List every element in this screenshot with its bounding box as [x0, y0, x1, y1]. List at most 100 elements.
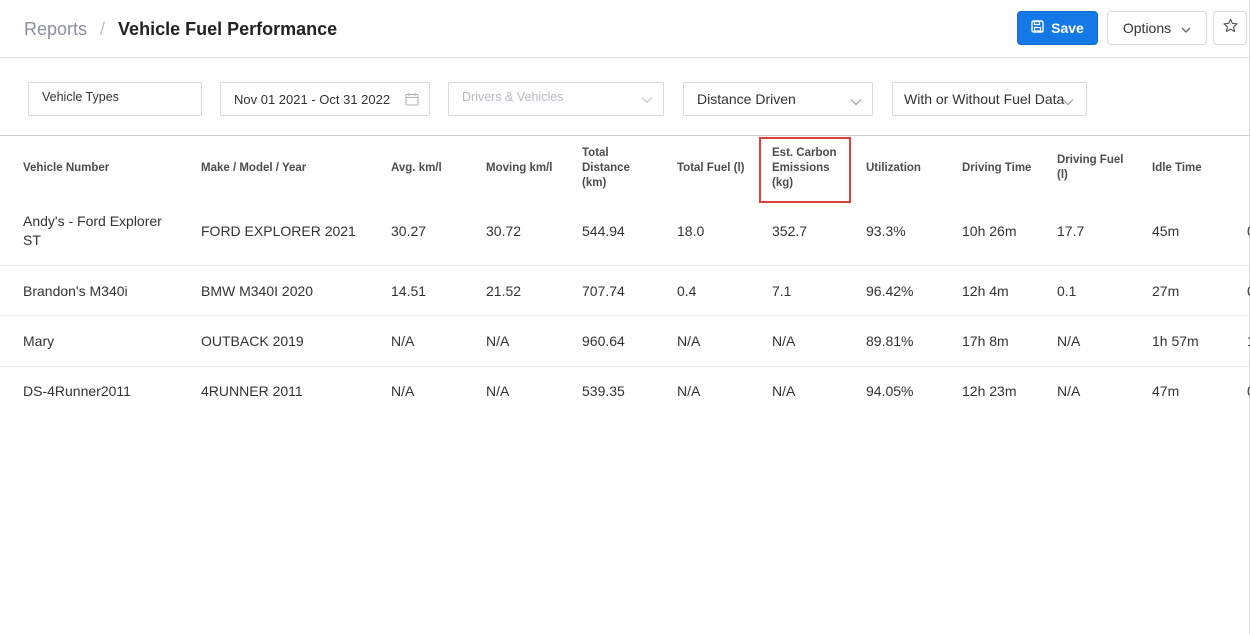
cell-extra: 1 [1247, 332, 1250, 351]
cell-utilization: 89.81% [866, 332, 914, 349]
cell-total-fuel: 0.4 [677, 282, 697, 299]
cell-make-model-year: FORD EXPLORER 2021 [201, 222, 356, 239]
row-divider [0, 315, 1250, 316]
options-button[interactable]: Options [1107, 11, 1207, 45]
cell-utilization: 93.3% [866, 222, 906, 239]
cell-total-distance: 539.35 [582, 382, 625, 399]
cell-avg-km-l: N/A [391, 382, 415, 399]
cell-total-fuel: N/A [677, 382, 701, 399]
cell-make-model-year: 4RUNNER 2011 [201, 382, 303, 399]
cell-avg-km-l: 14.51 [391, 282, 427, 299]
cell-total-distance: 707.74 [582, 282, 625, 299]
cell-line: DS-4Runner2011 [23, 382, 131, 399]
cell-moving-km-l: N/A [486, 332, 510, 349]
cell-extra: 0 [1247, 222, 1250, 241]
cell-est-carbon-emissions: N/A [772, 382, 796, 399]
cell-driving-fuel: 17.7 [1057, 222, 1085, 239]
column-header-vehicle-number[interactable]: Vehicle Number [23, 161, 109, 176]
cell-avg-km-l: 30.27 [391, 222, 427, 239]
cell-idle-time: 1h 57m [1152, 332, 1199, 349]
column-header-line: Moving km/l [486, 161, 553, 174]
cell-extra: 0 [1247, 382, 1250, 401]
cell-driving-time: 12h 23m [962, 382, 1017, 399]
row-divider [0, 265, 1250, 266]
cell-total-distance: 960.64 [582, 332, 625, 349]
chevron-down-icon [641, 93, 653, 107]
column-header-line: Make / Model / Year [201, 161, 307, 174]
column-header-est-carbon-emissions[interactable]: Est. Carbon Emissions (kg) [772, 146, 837, 191]
column-header-driving-fuel[interactable]: Driving Fuel (l) [1057, 153, 1123, 183]
cell-idle-time: 45m [1152, 222, 1180, 239]
column-header-line: Driving Fuel [1057, 154, 1124, 166]
cell-total-distance: 544.94 [582, 222, 625, 239]
filter-divider [0, 135, 1250, 136]
cell-moving-km-l: N/A [486, 382, 510, 399]
cell-vehicle-number: Brandon's M340i [23, 282, 128, 301]
cell-make-model-year: OUTBACK 2019 [201, 332, 304, 349]
cell-idle-time: 47m [1152, 382, 1180, 399]
drivers-vehicles-select[interactable]: Drivers & Vehicles [448, 82, 664, 116]
cell-line: ST [23, 232, 41, 248]
cell-driving-fuel: N/A [1057, 382, 1081, 399]
breadcrumb-reports-link[interactable]: Reports [24, 19, 88, 39]
column-header-line: (km) [582, 176, 607, 189]
column-header-line: Distance [582, 161, 630, 174]
cell-line: Andy's - Ford Explorer [23, 213, 162, 229]
cell-moving-km-l: 30.72 [486, 222, 522, 239]
cell-make-model-year: BMW M340I 2020 [201, 282, 314, 299]
vehicle-types-filter[interactable]: Vehicle Types [28, 82, 202, 116]
cell-driving-time: 10h 26m [962, 222, 1017, 239]
cell-vehicle-number: DS-4Runner2011 [23, 382, 131, 401]
save-button[interactable]: Save [1017, 11, 1098, 45]
column-header-total-fuel[interactable]: Total Fuel (l) [677, 161, 745, 176]
column-header-make-model-year[interactable]: Make / Model / Year [201, 161, 306, 176]
chevron-down-icon [1181, 20, 1191, 36]
fuel-data-select[interactable]: With or Without Fuel Data [892, 82, 1087, 116]
column-header-line: Idle Time [1152, 161, 1202, 174]
distance-select-value: Distance Driven [697, 91, 796, 107]
cell-driving-time: 12h 4m [962, 282, 1009, 299]
row-divider [0, 366, 1250, 367]
breadcrumb-separator: / [100, 19, 106, 39]
column-header-line: (l) [1057, 169, 1068, 181]
floppy-disk-icon [1031, 20, 1044, 36]
column-header-line: (kg) [772, 176, 794, 189]
distance-select[interactable]: Distance Driven [683, 82, 873, 116]
chevron-down-icon [1062, 93, 1074, 109]
vehicle-types-filter-label: Vehicle Types [42, 90, 119, 104]
breadcrumb: Reports / Vehicle Fuel Performance [24, 19, 337, 40]
cell-total-fuel: N/A [677, 332, 701, 349]
cell-total-fuel: 18.0 [677, 222, 705, 239]
save-button-label: Save [1051, 20, 1084, 36]
column-header-line: Driving Time [962, 161, 1032, 174]
favorite-button[interactable] [1213, 11, 1247, 45]
star-icon [1222, 18, 1238, 38]
cell-moving-km-l: 21.52 [486, 282, 522, 299]
column-header-line: Est. Carbon [772, 146, 837, 159]
cell-driving-fuel: 0.1 [1057, 282, 1077, 299]
cell-vehicle-number: Mary [23, 332, 54, 351]
chevron-down-icon [850, 93, 862, 109]
options-button-label: Options [1122, 20, 1172, 36]
page-header: Reports / Vehicle Fuel Performance Save … [0, 0, 1250, 58]
date-range-picker[interactable]: Nov 01 2021 - Oct 31 2022 [220, 82, 430, 116]
cell-extra: 0 [1247, 282, 1250, 301]
column-header-utilization[interactable]: Utilization [866, 161, 921, 176]
column-header-line: Total Fuel (l) [677, 161, 745, 174]
column-header-idle-time[interactable]: Idle Time [1152, 161, 1202, 176]
column-header-driving-time[interactable]: Driving Time [962, 161, 1031, 176]
column-header-moving-km-l[interactable]: Moving km/l [486, 161, 552, 176]
column-header-line: Avg. km/l [391, 161, 442, 174]
cell-line: Mary [23, 332, 55, 349]
column-header-total-distance[interactable]: Total Distance (km) [582, 146, 630, 191]
cell-est-carbon-emissions: 7.1 [772, 282, 792, 299]
column-header-line: Utilization [866, 161, 921, 174]
column-header-avg-km-l[interactable]: Avg. km/l [391, 161, 442, 176]
cell-utilization: 94.05% [866, 382, 914, 399]
page-title: Vehicle Fuel Performance [118, 19, 338, 39]
column-header-line: Total [582, 146, 609, 159]
cell-avg-km-l: N/A [391, 332, 415, 349]
cell-line: Brandon's M340i [23, 282, 128, 299]
column-header-line: Emissions [772, 161, 830, 174]
